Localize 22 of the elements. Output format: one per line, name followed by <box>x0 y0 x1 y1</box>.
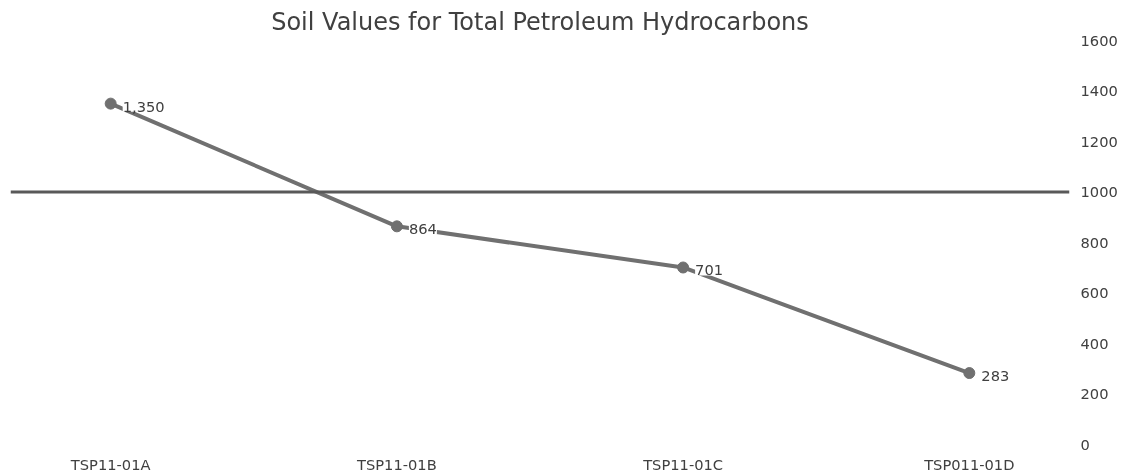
x-tick-label: TSP11-01B <box>356 455 437 473</box>
x-tick-label: TSP11-01C <box>642 455 724 473</box>
y-tick-label: 0 <box>1080 435 1090 453</box>
y-tick-label: 1200 <box>1080 132 1118 150</box>
x-tick-label: TSP11-01A <box>69 455 151 473</box>
y-tick-label: 400 <box>1080 334 1109 352</box>
point <box>963 367 976 380</box>
point <box>390 220 403 233</box>
data-label: 864 <box>408 220 437 238</box>
y-tick-label: 200 <box>1080 385 1109 402</box>
chart-title: Soil Values for Total Petroleum Hydrocarbons <box>271 7 809 36</box>
y-tick-label: 1000 <box>1080 183 1118 200</box>
data-label: 283 <box>981 367 1010 385</box>
point <box>677 261 690 274</box>
y-tick-label: 600 <box>1080 284 1109 301</box>
point <box>104 97 117 110</box>
y-tick-label: 800 <box>1080 233 1109 251</box>
x-tick-label: TSP011-01D <box>923 455 1015 473</box>
y-tick-label: 1600 <box>1080 31 1118 49</box>
data-label: 701 <box>695 261 724 279</box>
data-label: 1,350 <box>122 97 165 115</box>
y-tick-label: 1400 <box>1080 82 1118 99</box>
